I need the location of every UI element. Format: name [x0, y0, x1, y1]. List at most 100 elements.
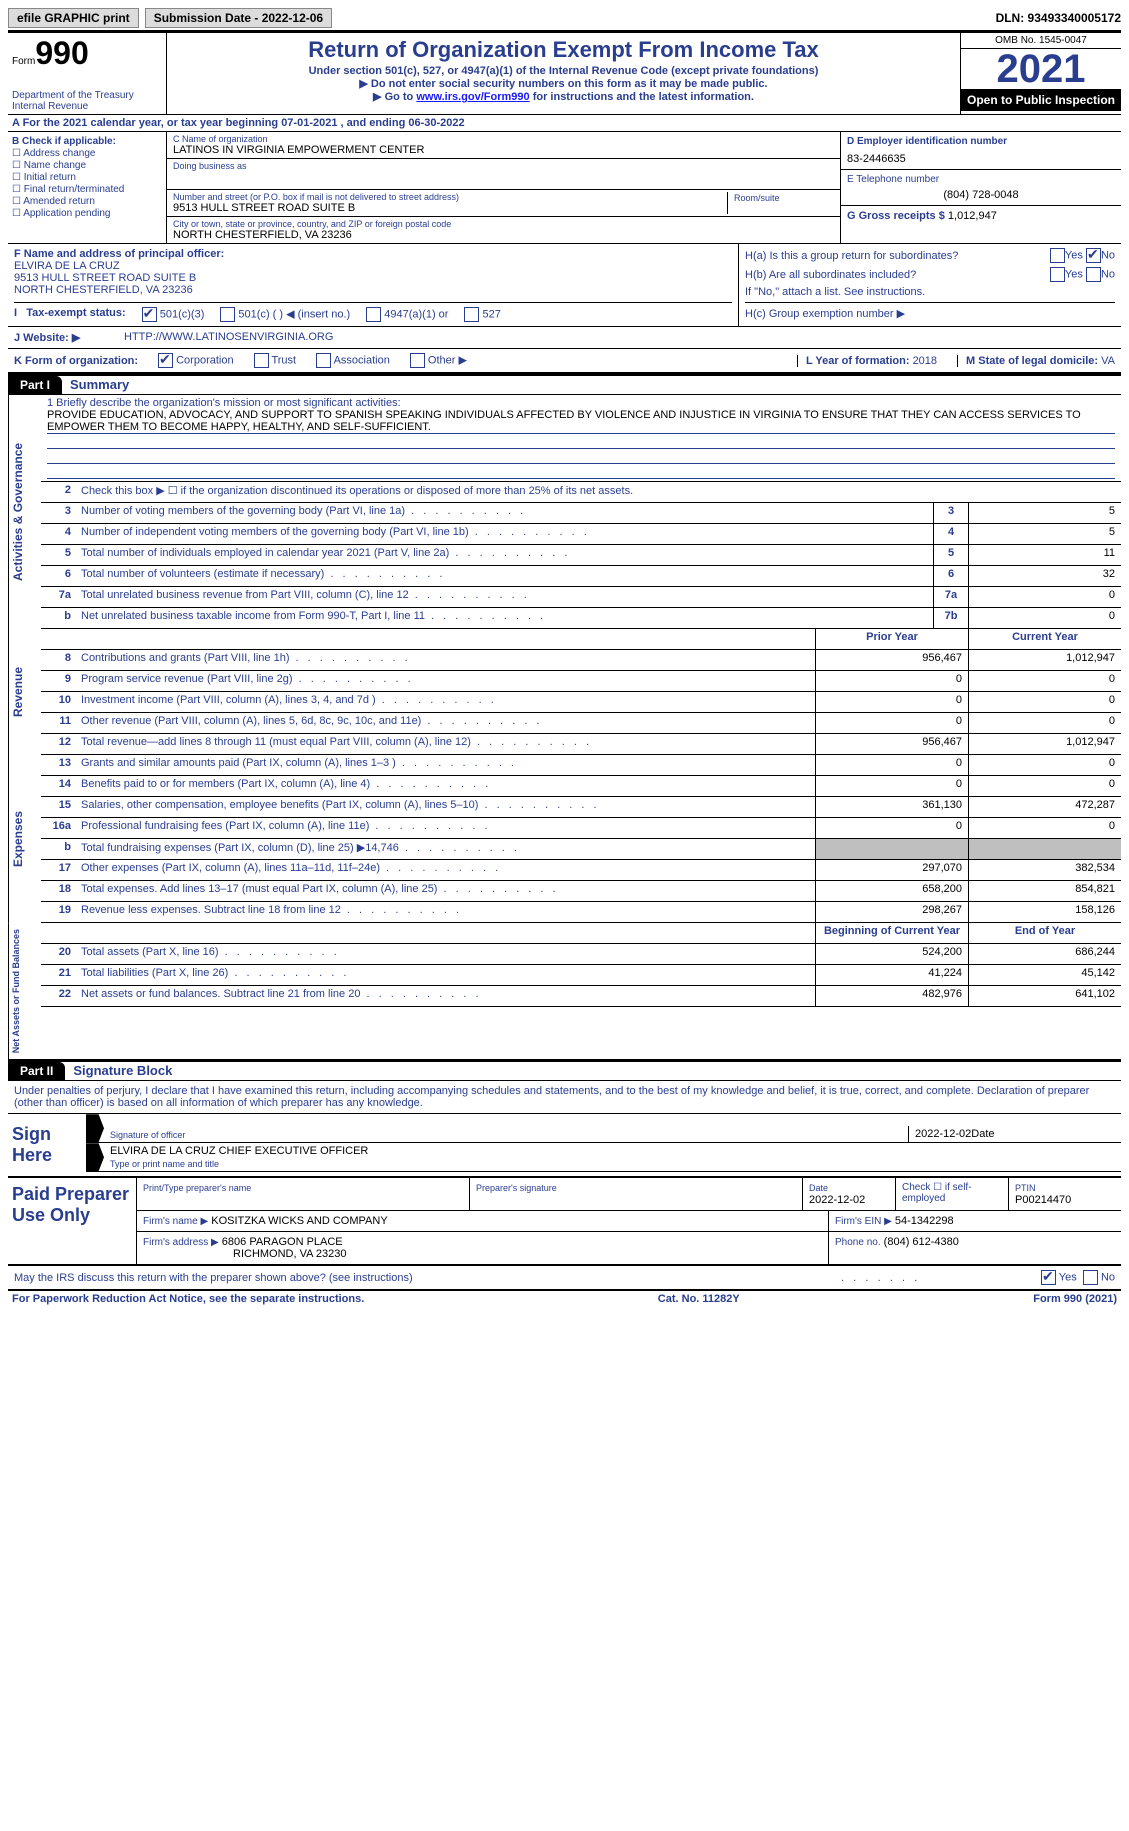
city-label: City or town, state or province, country… — [173, 219, 834, 229]
ha-yes[interactable]: Yes — [1050, 248, 1083, 263]
submission-button[interactable]: Submission Date - 2022-12-06 — [145, 8, 332, 28]
chk-501c3[interactable]: 501(c)(3) — [142, 307, 205, 322]
block-fh: F Name and address of principal officer:… — [8, 244, 1121, 327]
summary-row: 13Grants and similar amounts paid (Part … — [41, 755, 1121, 776]
preparer-label: Paid Preparer Use Only — [8, 1178, 137, 1264]
summary-row: bTotal fundraising expenses (Part IX, co… — [41, 839, 1121, 860]
note-2: ▶ Go to www.irs.gov/Form990 for instruct… — [175, 90, 952, 103]
dln-label: DLN: 93493340005172 — [996, 11, 1121, 25]
summary-row: 18Total expenses. Add lines 13–17 (must … — [41, 881, 1121, 902]
line-2: Check this box ▶ ☐ if the organization d… — [77, 482, 1121, 502]
officer-name: ELVIRA DE LA CRUZ CHIEF EXECUTIVE OFFICE… — [110, 1145, 368, 1157]
top-bar: efile GRAPHIC print Submission Date - 20… — [8, 8, 1121, 28]
row-a: A For the 2021 calendar year, or tax yea… — [8, 115, 1121, 132]
summary-row: 10Investment income (Part VIII, column (… — [41, 692, 1121, 713]
note-1: ▶ Do not enter social security numbers o… — [175, 77, 952, 90]
state-domicile: VA — [1101, 355, 1115, 367]
self-employed-check[interactable]: Check ☐ if self-employed — [896, 1178, 1009, 1210]
status-label: I Tax-exempt status: — [14, 307, 126, 322]
side-expenses: Expenses — [8, 755, 41, 923]
chk-pending[interactable]: ☐ Application pending — [12, 208, 162, 219]
chk-501c[interactable]: 501(c) ( ) ◀ (insert no.) — [220, 307, 350, 322]
chk-final[interactable]: ☐ Final return/terminated — [12, 184, 162, 195]
efile-button[interactable]: efile GRAPHIC print — [8, 8, 139, 28]
discuss-no[interactable]: No — [1083, 1270, 1115, 1285]
summary-netassets: Net Assets or Fund Balances Beginning of… — [8, 923, 1121, 1059]
firm-phone: (804) 612-4380 — [884, 1236, 959, 1248]
chk-4947[interactable]: 4947(a)(1) or — [366, 307, 448, 322]
org-name-label: C Name of organization — [173, 134, 834, 144]
chk-trust[interactable]: Trust — [254, 353, 297, 368]
sign-block: Sign Here Signature of officer 2022-12-0… — [8, 1114, 1121, 1178]
summary-row: 15Salaries, other compensation, employee… — [41, 797, 1121, 818]
side-activities: Activities & Governance — [8, 395, 41, 629]
summary-row: 8Contributions and grants (Part VIII, li… — [41, 650, 1121, 671]
dept-label: Department of the Treasury Internal Reve… — [12, 90, 162, 112]
f-addr2: NORTH CHESTERFIELD, VA 23236 — [14, 284, 193, 296]
form-number: Form990 — [12, 35, 162, 72]
block-bc: B Check if applicable: ☐ Address change … — [8, 132, 1121, 244]
street: 9513 HULL STREET ROAD SUITE B — [173, 202, 727, 214]
chk-assoc[interactable]: Association — [316, 353, 390, 368]
form-title: Return of Organization Exempt From Incom… — [175, 37, 952, 63]
summary-row: 5Total number of individuals employed in… — [41, 545, 1121, 566]
mission-text: PROVIDE EDUCATION, ADVOCACY, AND SUPPORT… — [47, 409, 1115, 434]
org-name: LATINOS IN VIRGINIA EMPOWERMENT CENTER — [173, 144, 834, 156]
summary-row: 4Number of independent voting members of… — [41, 524, 1121, 545]
year-formation: 2018 — [913, 355, 937, 367]
summary-row: 22Net assets or fund balances. Subtract … — [41, 986, 1121, 1007]
tax-year: 2021 — [961, 49, 1121, 89]
summary-row: bNet unrelated business taxable income f… — [41, 608, 1121, 629]
row-j: J Website: ▶ HTTP://WWW.LATINOSENVIRGINI… — [8, 327, 1121, 349]
hdr-prior: Prior Year — [815, 629, 968, 649]
summary-row: 6Total number of volunteers (estimate if… — [41, 566, 1121, 587]
subtitle: Under section 501(c), 527, or 4947(a)(1)… — [175, 65, 952, 77]
row-k: K Form of organization: Corporation Trus… — [8, 349, 1121, 373]
room-label: Room/suite — [734, 193, 780, 203]
summary-row: 19Revenue less expenses. Subtract line 1… — [41, 902, 1121, 923]
declaration: Under penalties of perjury, I declare th… — [8, 1081, 1121, 1114]
summary-row: 21Total liabilities (Part X, line 26)41,… — [41, 965, 1121, 986]
hdr-current: Current Year — [968, 629, 1121, 649]
hb-no[interactable]: No — [1086, 267, 1115, 282]
summary-revenue: Revenue Prior YearCurrent Year 8Contribu… — [8, 629, 1121, 755]
hb-note: If "No," attach a list. See instructions… — [745, 286, 1115, 298]
chk-address[interactable]: ☐ Address change — [12, 148, 162, 159]
sig-date: 2022-12-02 — [915, 1128, 971, 1140]
summary-row: 3Number of voting members of the governi… — [41, 503, 1121, 524]
arrow-icon — [86, 1114, 104, 1142]
f-name: ELVIRA DE LA CRUZ — [14, 260, 120, 272]
tel: (804) 728-0048 — [847, 185, 1115, 201]
discuss-row: May the IRS discuss this return with the… — [8, 1266, 1121, 1291]
discuss-yes[interactable]: Yes — [1041, 1270, 1077, 1285]
arrow-icon — [86, 1143, 104, 1171]
summary-row: 11Other revenue (Part VIII, column (A), … — [41, 713, 1121, 734]
form-header: Form990 Department of the Treasury Inter… — [8, 33, 1121, 115]
summary-row: 14Benefits paid to or for members (Part … — [41, 776, 1121, 797]
hb-label: H(b) Are all subordinates included? — [745, 269, 1050, 281]
ein-label: D Employer identification number — [847, 136, 1115, 147]
irs-link[interactable]: www.irs.gov/Form990 — [416, 91, 529, 103]
summary-row: 7aTotal unrelated business revenue from … — [41, 587, 1121, 608]
dba-label: Doing business as — [173, 161, 834, 171]
prep-date: 2022-12-02 — [809, 1194, 865, 1206]
hb-yes[interactable]: Yes — [1050, 267, 1083, 282]
chk-name[interactable]: ☐ Name change — [12, 160, 162, 171]
street-label: Number and street (or P.O. box if mail i… — [173, 192, 727, 202]
part2-header: Part IISignature Block — [8, 1059, 1121, 1081]
sig-label: Signature of officer — [110, 1130, 902, 1140]
preparer-block: Paid Preparer Use Only Print/Type prepar… — [8, 1178, 1121, 1266]
chk-corp[interactable]: Corporation — [158, 353, 234, 368]
summary-row: 20Total assets (Part X, line 16)524,2006… — [41, 944, 1121, 965]
officer-name-label: Type or print name and title — [110, 1159, 1115, 1169]
ha-label: H(a) Is this a group return for subordin… — [745, 250, 1050, 262]
chk-other[interactable]: Other ▶ — [410, 353, 467, 368]
col-b-label: B Check if applicable: — [12, 136, 162, 147]
chk-527[interactable]: 527 — [464, 307, 500, 322]
summary-expenses: Expenses 13Grants and similar amounts pa… — [8, 755, 1121, 923]
mission-label: 1 Briefly describe the organization's mi… — [47, 397, 1115, 409]
sign-here-label: Sign Here — [8, 1114, 86, 1176]
ha-no[interactable]: No — [1086, 248, 1115, 263]
chk-amended[interactable]: ☐ Amended return — [12, 196, 162, 207]
chk-initial[interactable]: ☐ Initial return — [12, 172, 162, 183]
